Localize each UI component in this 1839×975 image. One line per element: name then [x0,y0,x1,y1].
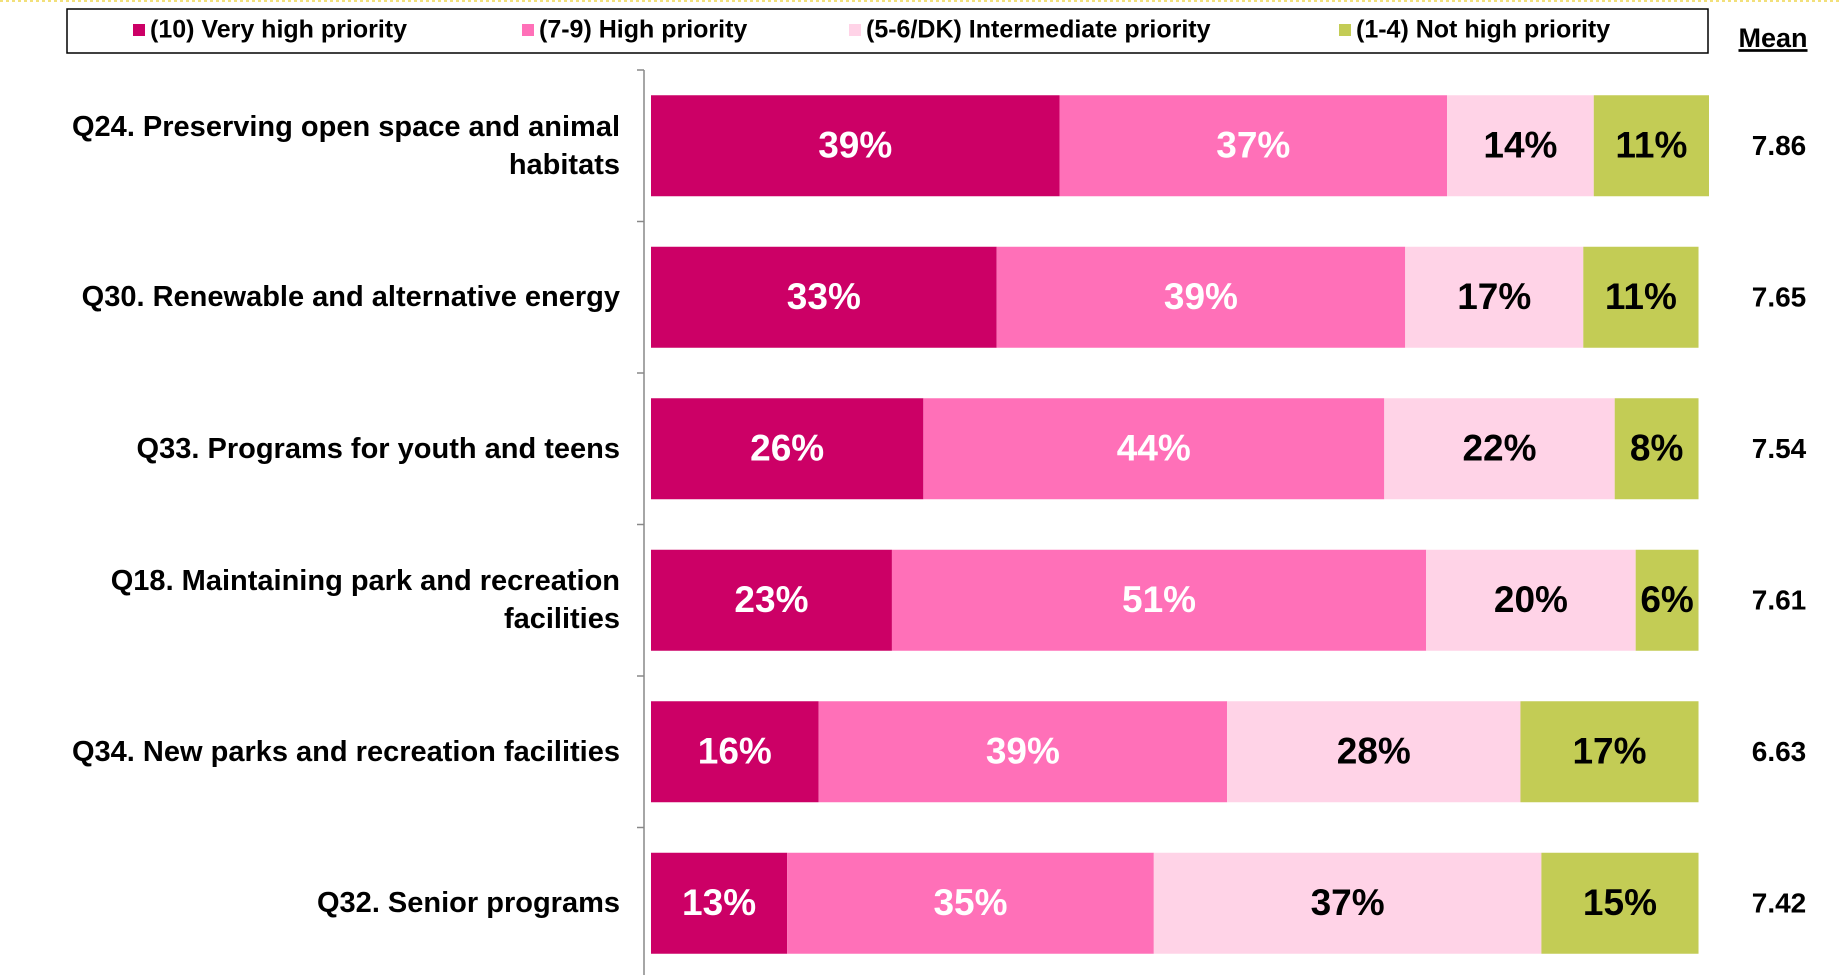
bar-segment [651,95,1060,197]
bar-segment [651,852,788,954]
value-label: 8% [1630,428,1683,469]
legend-swatch [1339,24,1351,36]
value-label: 28% [1337,731,1411,772]
value-label: 20% [1494,579,1568,620]
category-label: Q34. New parks and recreation facilities [71,735,620,768]
mean-value: 7.86 [1752,130,1807,161]
bar-segment [1583,246,1699,348]
value-label: 6% [1640,579,1693,620]
mean-value: 7.61 [1752,585,1807,616]
mean-value: 7.42 [1752,888,1807,919]
value-label: 15% [1583,882,1657,923]
category-label: Q33. Programs for youth and teens [136,432,620,465]
value-label: 11% [1605,276,1677,317]
value-label: 11% [1615,125,1687,166]
mean-value: 6.63 [1752,736,1807,767]
bar-segment [891,549,1427,651]
value-label: 14% [1483,125,1557,166]
mean-value: 7.65 [1752,282,1807,313]
legend-label: (1-4) Not high priority [1356,16,1610,44]
category-label: Q32. Senior programs [317,887,620,920]
bar-segment [1635,549,1699,651]
legend-label: (5-6/DK) Intermediate priority [866,16,1211,44]
bar-segment [1059,95,1448,197]
value-label: 44% [1117,428,1191,469]
bar-segment [996,246,1406,348]
legend-label: (10) Very high priority [150,16,407,44]
bar-segment [1447,95,1594,197]
value-label: 39% [986,731,1060,772]
value-label: 17% [1572,731,1646,772]
bar-segment [1405,246,1584,348]
value-label: 39% [1164,276,1238,317]
bar-segment [1593,95,1709,197]
legend-swatch [849,24,861,36]
value-label: 22% [1462,428,1536,469]
legend-swatch [133,24,145,36]
value-label: 23% [734,579,808,620]
value-label: 13% [682,882,756,923]
value-label: 17% [1457,276,1531,317]
legend-label: (7-9) High priority [539,16,747,44]
bar-segment [923,398,1385,500]
bar-segment [1153,852,1542,954]
bar-segment [1227,701,1521,803]
value-label: 16% [698,731,772,772]
value-label: 37% [1216,125,1290,166]
mean-header: Mean [1738,23,1807,53]
bar-segment [1614,398,1699,500]
value-label: 39% [818,125,892,166]
bar-segment [1541,852,1699,954]
value-label: 37% [1311,882,1385,923]
bar-segment [651,246,997,348]
legend-box [66,8,1709,54]
bar-segment [818,701,1228,803]
value-label: 33% [787,276,861,317]
category-label: Q18. Maintaining park and recreation fac… [110,565,620,636]
bar-segment [1520,701,1699,803]
category-label: Q30. Renewable and alternative energy [81,281,620,314]
value-label: 35% [933,882,1007,923]
mean-value: 7.54 [1752,433,1807,464]
bar-segment [1426,549,1636,651]
bar-segment [651,398,924,500]
bar-segment [1384,398,1615,500]
category-label: Q24. Preserving open space and animal ha… [72,110,620,181]
value-label: 51% [1122,579,1196,620]
value-label: 26% [750,428,824,469]
bar-segment [787,852,1154,954]
legend-swatch [522,24,534,36]
bar-segment [651,549,892,651]
bar-segment [651,701,819,803]
